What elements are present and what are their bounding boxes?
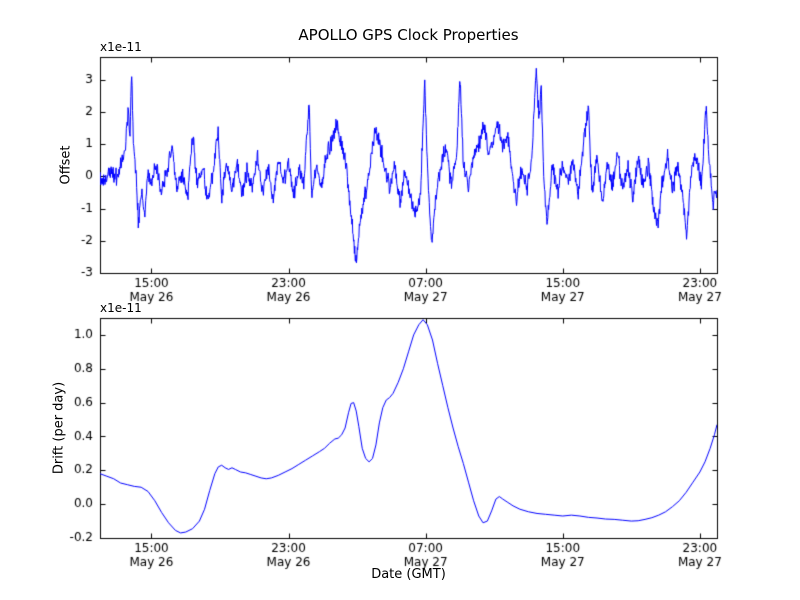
- chart-title: APOLLO GPS Clock Properties: [298, 26, 519, 44]
- offset-axis-scale-label: x1e-11: [100, 40, 142, 54]
- offset-y-axis-label: Offset: [58, 145, 74, 185]
- drift-axis-scale-label: x1e-11: [100, 301, 142, 315]
- date-x-axis-label: Date (GMT): [371, 567, 446, 582]
- drift-y-axis-label: Drift (per day): [51, 381, 67, 475]
